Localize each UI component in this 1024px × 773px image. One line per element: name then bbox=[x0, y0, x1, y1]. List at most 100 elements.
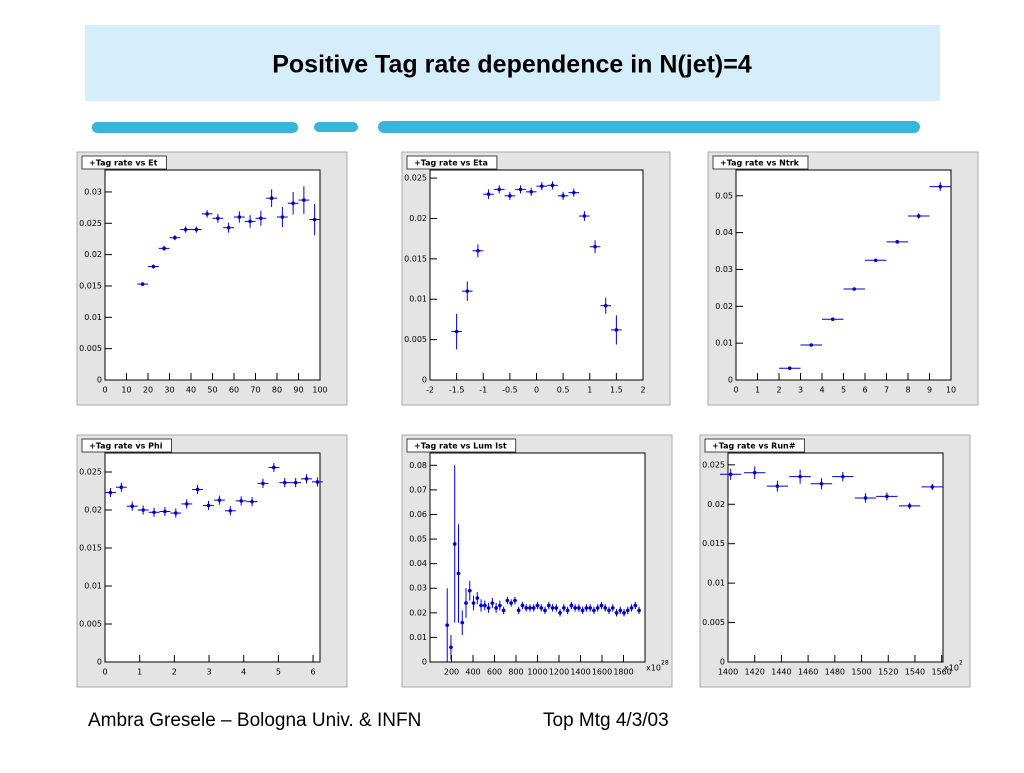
x-tick-label: 80 bbox=[272, 386, 282, 395]
point bbox=[479, 603, 483, 608]
title-box bbox=[85, 25, 940, 101]
point bbox=[259, 216, 263, 221]
point bbox=[895, 240, 900, 244]
point bbox=[728, 472, 733, 477]
y-tick-label: 0.015 bbox=[404, 254, 427, 263]
x-tick-label: 6 bbox=[311, 668, 316, 677]
point bbox=[141, 508, 145, 512]
plot-title-box bbox=[81, 155, 167, 170]
plot-title-box bbox=[81, 438, 172, 453]
y-tick-label: 0.04 bbox=[715, 228, 733, 237]
point bbox=[174, 511, 178, 515]
x-tick-label: 2 bbox=[172, 668, 177, 677]
point bbox=[250, 499, 254, 504]
point bbox=[518, 187, 523, 192]
point bbox=[501, 608, 506, 613]
point bbox=[607, 608, 611, 613]
point bbox=[562, 606, 566, 610]
point bbox=[486, 192, 491, 197]
y-tick-label: 0.02 bbox=[707, 500, 725, 509]
point bbox=[195, 487, 200, 492]
point bbox=[217, 498, 222, 502]
y-tick-label: 0.02 bbox=[84, 506, 102, 515]
x-tick-label: 0 bbox=[534, 386, 539, 395]
point bbox=[449, 645, 453, 650]
y-tick-label: 0.01 bbox=[84, 582, 102, 591]
point bbox=[524, 606, 529, 610]
y-tick-label: 0.05 bbox=[715, 191, 733, 200]
x-tick-label: -1.5 bbox=[449, 386, 465, 395]
point bbox=[863, 496, 868, 500]
point bbox=[184, 502, 189, 506]
plot-panel: +Tag rate vs Et 0 0.005 0.01 0.015 0.02 0.025 0… bbox=[76, 151, 348, 406]
point bbox=[540, 184, 544, 188]
point bbox=[454, 329, 459, 334]
x-tick-label: 30 bbox=[164, 386, 174, 395]
x-tick-label: 60 bbox=[229, 386, 239, 395]
x-tick-label: 1600 bbox=[592, 668, 612, 677]
point bbox=[471, 601, 476, 605]
point bbox=[151, 264, 156, 269]
point bbox=[497, 187, 502, 192]
x-tick-label: 0 bbox=[102, 668, 107, 677]
point bbox=[916, 214, 921, 218]
point bbox=[907, 504, 912, 508]
x-tick-label: 4 bbox=[819, 386, 824, 395]
point bbox=[938, 184, 943, 189]
point bbox=[535, 603, 540, 608]
x-multiplier: x10 bbox=[646, 664, 661, 673]
y-tick-label: 0.025 bbox=[79, 468, 102, 477]
point bbox=[464, 601, 468, 605]
point bbox=[569, 603, 574, 608]
x-tick-label: -0.5 bbox=[502, 386, 518, 395]
point bbox=[798, 474, 802, 479]
plot-panel: +Tag rate vs Lum Ist 0 0.01 0.02 0.03 0.04 0.0… bbox=[401, 434, 673, 688]
y-tick-label: 0.025 bbox=[79, 219, 102, 228]
x-tick-label: 800 bbox=[508, 668, 523, 677]
x-tick-label: 5 bbox=[276, 668, 281, 677]
plot-area bbox=[104, 452, 321, 663]
plot-area bbox=[735, 169, 952, 381]
y-tick-label: 0.005 bbox=[79, 344, 102, 353]
x-tick-label: 1460 bbox=[798, 668, 818, 677]
point bbox=[610, 606, 615, 610]
point bbox=[588, 606, 592, 610]
x-multiplier: x10 bbox=[944, 664, 959, 673]
point bbox=[152, 510, 156, 515]
point bbox=[561, 194, 565, 198]
point bbox=[550, 183, 555, 188]
y-tick-label: 0.02 bbox=[409, 214, 427, 223]
point bbox=[498, 603, 502, 608]
y-tick-label: 0.02 bbox=[84, 250, 102, 259]
y-tick-label: 0.025 bbox=[404, 174, 427, 183]
point bbox=[546, 603, 551, 608]
point bbox=[577, 606, 581, 610]
y-tick-label: 0.03 bbox=[409, 584, 427, 593]
point bbox=[475, 596, 480, 600]
point bbox=[194, 227, 199, 232]
point bbox=[603, 303, 608, 308]
point bbox=[626, 608, 630, 613]
point bbox=[315, 480, 320, 484]
footer-meeting: Top Mtg 4/3/03 bbox=[543, 710, 669, 731]
y-tick-label: 0 bbox=[422, 658, 427, 667]
footer-author: Ambra Gresele – Bologna Univ. & INFN bbox=[88, 710, 421, 731]
plot-area bbox=[104, 169, 321, 381]
y-tick-label: 0.03 bbox=[84, 187, 102, 196]
point bbox=[509, 601, 513, 605]
x-tick-label: 1400 bbox=[718, 668, 738, 677]
x-tick-label: 6 bbox=[862, 386, 867, 395]
x-tick-label: 90 bbox=[293, 386, 303, 395]
point bbox=[205, 212, 209, 216]
plot-title-box bbox=[406, 438, 517, 453]
point bbox=[513, 598, 517, 603]
point bbox=[490, 601, 495, 605]
y-tick-label: 0 bbox=[97, 376, 102, 385]
x-tick-label: 1500 bbox=[851, 668, 871, 677]
y-tick-label: 0.01 bbox=[707, 579, 725, 588]
point bbox=[787, 366, 792, 371]
plot-area bbox=[727, 452, 944, 663]
y-tick-label: 0.06 bbox=[409, 510, 427, 519]
x-tick-label: 1420 bbox=[745, 668, 765, 677]
